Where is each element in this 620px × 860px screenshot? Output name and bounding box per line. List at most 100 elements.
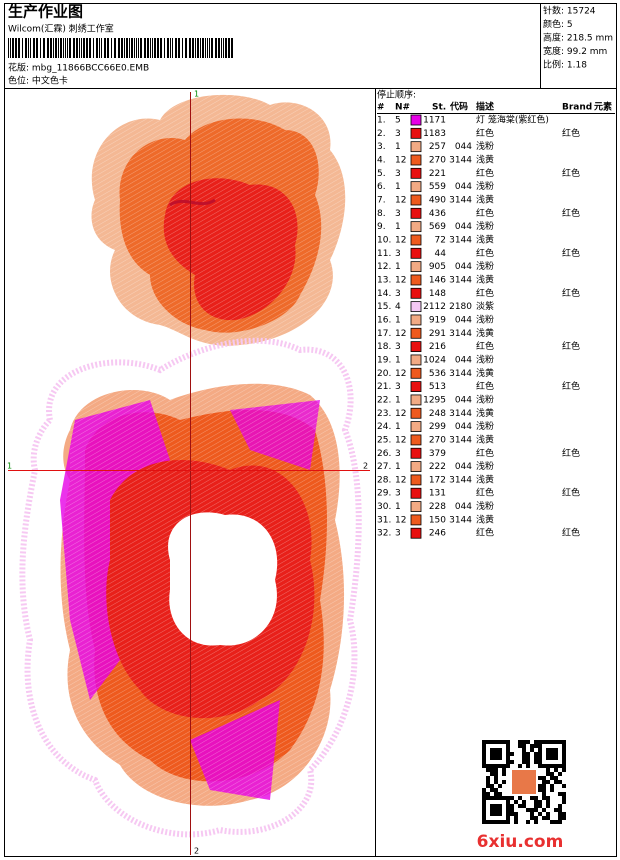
qr-module [494, 748, 498, 752]
qr-module [514, 800, 518, 804]
qr-module [538, 804, 542, 808]
row-number: 23. [377, 409, 391, 419]
color-swatch [410, 194, 422, 206]
qr-module [490, 756, 494, 760]
barcode-bar [228, 38, 230, 58]
qr-module [538, 744, 542, 748]
stitches: 1295 [423, 395, 446, 405]
barcode-bar [96, 38, 98, 58]
row-number: 19. [377, 355, 391, 365]
qr-module [562, 784, 566, 788]
needle: 1 [395, 502, 401, 512]
qr-module [554, 776, 558, 780]
qr-module [486, 780, 490, 784]
qr-module [494, 752, 498, 756]
qr-module [534, 744, 538, 748]
info-line: 颜色: 5 [543, 18, 573, 30]
row-number: 5. [377, 169, 386, 179]
qr-module [494, 808, 498, 812]
qr-module [558, 792, 562, 796]
barcode-bar [10, 38, 11, 58]
description: 浅黄 [476, 473, 494, 485]
qr-module [498, 812, 502, 816]
stitches: 436 [429, 209, 446, 219]
barcode-bar [101, 38, 102, 58]
qr-module [490, 812, 494, 816]
qr-module [506, 764, 510, 768]
stitch-texture [60, 383, 345, 806]
barcode-bar [231, 38, 233, 58]
barcode-bar [144, 38, 146, 58]
qr-module [502, 768, 506, 772]
description: 浅粉 [476, 353, 494, 365]
column-header: 元素 [594, 101, 612, 113]
barcode-bar [172, 38, 173, 58]
qr-module [538, 748, 542, 752]
description: 红色 [476, 167, 494, 179]
qr-module [546, 756, 550, 760]
embroidery-top [91, 94, 346, 346]
stitches: 379 [429, 449, 446, 459]
qr-module [546, 740, 550, 744]
qr-module [562, 768, 566, 772]
petal-detail [169, 198, 216, 207]
stitches: 222 [429, 462, 446, 472]
barcode-bar [86, 38, 88, 58]
needle: 1 [395, 462, 401, 472]
stitches: 536 [429, 369, 446, 379]
code: 044 [455, 462, 472, 472]
row-number: 18. [377, 342, 391, 352]
needle: 3 [395, 342, 401, 352]
barcode-bar [114, 38, 116, 58]
qr-module [494, 796, 498, 800]
barcode-bar [209, 38, 210, 58]
stitches: 1183 [423, 129, 446, 139]
qr-module [514, 820, 518, 824]
color-swatch [410, 514, 422, 526]
stitches: 559 [429, 182, 446, 192]
barcode-bar [121, 38, 123, 58]
stitches: 216 [429, 342, 446, 352]
qr-module [506, 752, 510, 756]
stitches: 228 [429, 502, 446, 512]
qr-module [518, 744, 522, 748]
brand: 红色 [562, 487, 580, 499]
qr-module [494, 776, 498, 780]
qr-module [486, 820, 490, 824]
qr-module [550, 784, 554, 788]
stitches: 291 [429, 329, 446, 339]
qr-module [554, 752, 558, 756]
qr-module [494, 792, 498, 796]
qr-module [502, 764, 506, 768]
qr-module [506, 796, 510, 800]
color-swatch [410, 141, 422, 153]
qr-module [558, 812, 562, 816]
needle: 12 [395, 195, 406, 205]
qr-module [522, 756, 526, 760]
description: 浅黄 [476, 233, 494, 245]
code: 3144 [449, 275, 472, 285]
barcode-bar [154, 38, 156, 58]
stitches: 1171 [423, 116, 446, 126]
code: 3144 [449, 475, 472, 485]
qr-module [538, 764, 542, 768]
qr-module [506, 816, 510, 820]
barcode-bar [160, 38, 162, 58]
brand: 红色 [562, 340, 580, 352]
qr-module [498, 792, 502, 796]
qr-module [538, 788, 542, 792]
needle: 3 [395, 449, 401, 459]
qr-module [510, 804, 514, 808]
needle: 12 [395, 435, 406, 445]
color-swatch [410, 314, 422, 326]
qr-module [490, 820, 494, 824]
color-swatch [410, 474, 422, 486]
qr-module [562, 764, 566, 768]
qr-module [558, 808, 562, 812]
color-swatch [410, 501, 422, 512]
needle: 1 [395, 315, 401, 325]
qr-module [562, 792, 566, 796]
code: 044 [455, 315, 472, 325]
code: 044 [455, 355, 472, 365]
needle: 3 [395, 209, 401, 219]
